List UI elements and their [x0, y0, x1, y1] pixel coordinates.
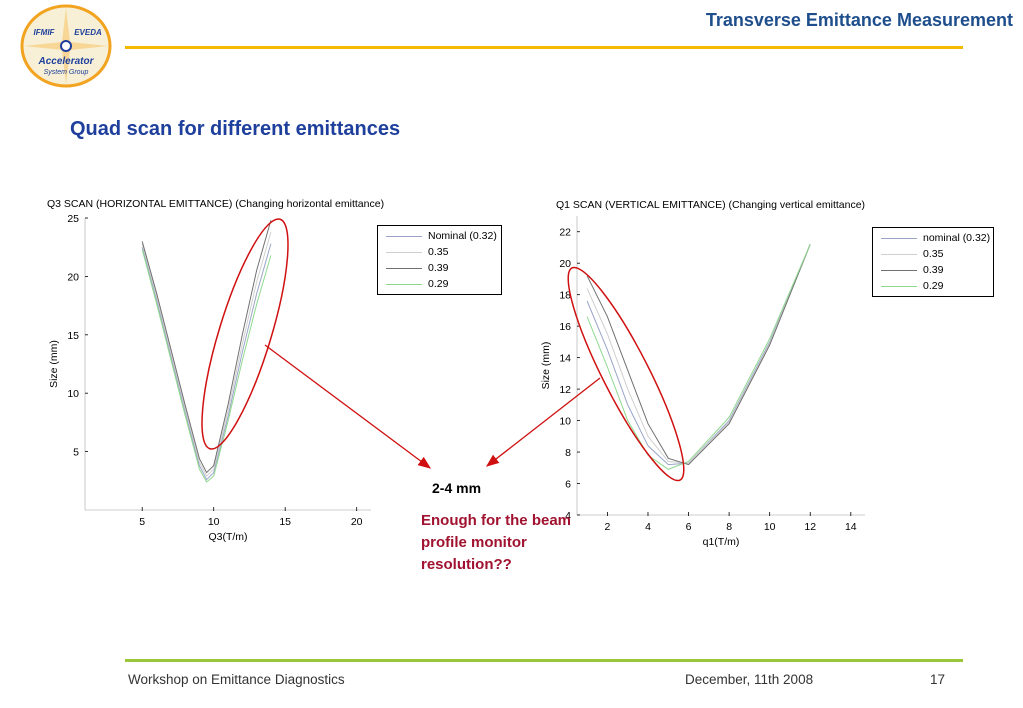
y-tick-label: 16 — [559, 321, 571, 333]
series-line-3 — [141, 220, 272, 474]
y-tick-label: 5 — [73, 447, 79, 459]
y-tick-label: 25 — [67, 213, 79, 225]
legend-entry: 0.39 — [378, 260, 448, 276]
footer-divider — [125, 659, 963, 662]
x-axis-label: Q3(T/m) — [208, 531, 247, 543]
chart-horizontal-scan: 5 10 15 20 5 10 15 20 25 Q3(T/m) Size (mm) — [48, 213, 371, 543]
logo-text-system-group: System Group — [44, 69, 89, 76]
legend-label: Nominal (0.32) — [428, 230, 497, 242]
chart-1-legend: Nominal (0.32) 0.35 0.39 0.29 — [377, 225, 502, 295]
resolution-question: Enough for the beam profile monitor reso… — [421, 512, 571, 573]
x-tick-label: 4 — [645, 521, 651, 533]
legend-swatch — [386, 251, 422, 253]
chart-1-title: Q3 SCAN (HORIZONTAL EMITTANCE) (Changing… — [47, 198, 385, 210]
series-line-1 — [586, 244, 811, 466]
legend-swatch — [881, 237, 917, 239]
legend-swatch — [386, 235, 422, 237]
x-tick-label: 15 — [279, 516, 291, 528]
y-tick-label: 8 — [565, 447, 571, 459]
legend-swatch — [386, 267, 422, 269]
y-tick-label: 14 — [559, 353, 571, 365]
slide-title: Quad scan for different emittances — [70, 118, 401, 140]
series-line-4 — [586, 244, 811, 470]
legend-label: 0.39 — [428, 262, 449, 274]
x-tick-label: 6 — [686, 521, 692, 533]
y-axis-label: Size (mm) — [48, 340, 60, 388]
x-tick-label: 2 — [605, 521, 611, 533]
legend-label: 0.29 — [923, 280, 944, 292]
x-tick-label: 12 — [804, 521, 816, 533]
logo-text-ifmif: IFMIF — [34, 28, 56, 37]
x-tick-label: 14 — [845, 521, 857, 533]
legend-swatch — [386, 283, 422, 285]
legend-entry: 0.39 — [873, 262, 943, 278]
logo-text-accelerator: Accelerator — [37, 56, 94, 67]
footer-workshop: Workshop on Emittance Diagnostics — [128, 672, 345, 687]
series-line-1 — [141, 243, 272, 481]
legend-entry: 0.35 — [378, 244, 448, 260]
footer-date: December, 11th 2008 — [685, 672, 814, 687]
chart-vertical-scan: 2 4 6 8 10 12 14 4 6 8 10 12 14 16 18 20 22 q1(T/m) Size (… — [540, 216, 865, 548]
chart-2-legend: nominal (0.32) 0.35 0.39 0.29 — [872, 227, 994, 297]
logo-text-eveda: EVEDA — [74, 28, 102, 37]
legend-label: nominal (0.32) — [923, 232, 991, 244]
y-tick-label: 10 — [559, 416, 571, 428]
legend-entry: 0.29 — [873, 278, 943, 294]
y-tick-label: 18 — [559, 290, 571, 302]
legend-entry: Nominal (0.32) — [378, 228, 497, 244]
legend-entry: 0.29 — [378, 276, 448, 292]
series-line-3 — [586, 244, 811, 466]
series-line-2 — [141, 231, 272, 477]
chart-2-title: Q1 SCAN (VERTICAL EMITTANCE) (Changing v… — [556, 199, 866, 211]
x-tick-label: 20 — [351, 516, 363, 528]
legend-label: 0.29 — [428, 278, 449, 290]
y-tick-label: 22 — [559, 227, 571, 239]
y-tick-label: 15 — [67, 330, 79, 342]
range-label: 2-4 mm — [432, 480, 482, 496]
y-tick-label: 4 — [565, 510, 571, 522]
y-axis-label: Size (mm) — [540, 342, 552, 390]
legend-label: 0.35 — [428, 246, 449, 258]
y-tick-label: 12 — [559, 384, 571, 396]
legend-label: 0.35 — [923, 248, 944, 260]
header-title: Transverse Emittance Measurement — [705, 10, 1013, 30]
legend-entry: nominal (0.32) — [873, 230, 990, 246]
legend-entry: 0.35 — [873, 246, 943, 262]
x-axis-label: q1(T/m) — [703, 536, 740, 548]
x-tick-label: 8 — [726, 521, 732, 533]
legend-swatch — [881, 253, 917, 255]
y-tick-label: 20 — [559, 258, 571, 270]
x-tick-label: 10 — [208, 516, 220, 528]
ifmif-eveda-logo: IFMIF EVEDA Accelerator System Group — [20, 4, 112, 88]
series-line-4 — [141, 249, 272, 483]
y-tick-label: 20 — [67, 271, 79, 283]
x-tick-label: 10 — [764, 521, 776, 533]
legend-label: 0.39 — [923, 264, 944, 276]
legend-swatch — [881, 285, 917, 287]
x-tick-label: 5 — [139, 516, 145, 528]
legend-swatch — [881, 269, 917, 271]
page-number: 17 — [930, 672, 946, 687]
series-line-2 — [586, 244, 811, 464]
header-divider — [125, 46, 963, 49]
y-tick-label: 10 — [67, 388, 79, 400]
y-tick-label: 6 — [565, 479, 571, 491]
